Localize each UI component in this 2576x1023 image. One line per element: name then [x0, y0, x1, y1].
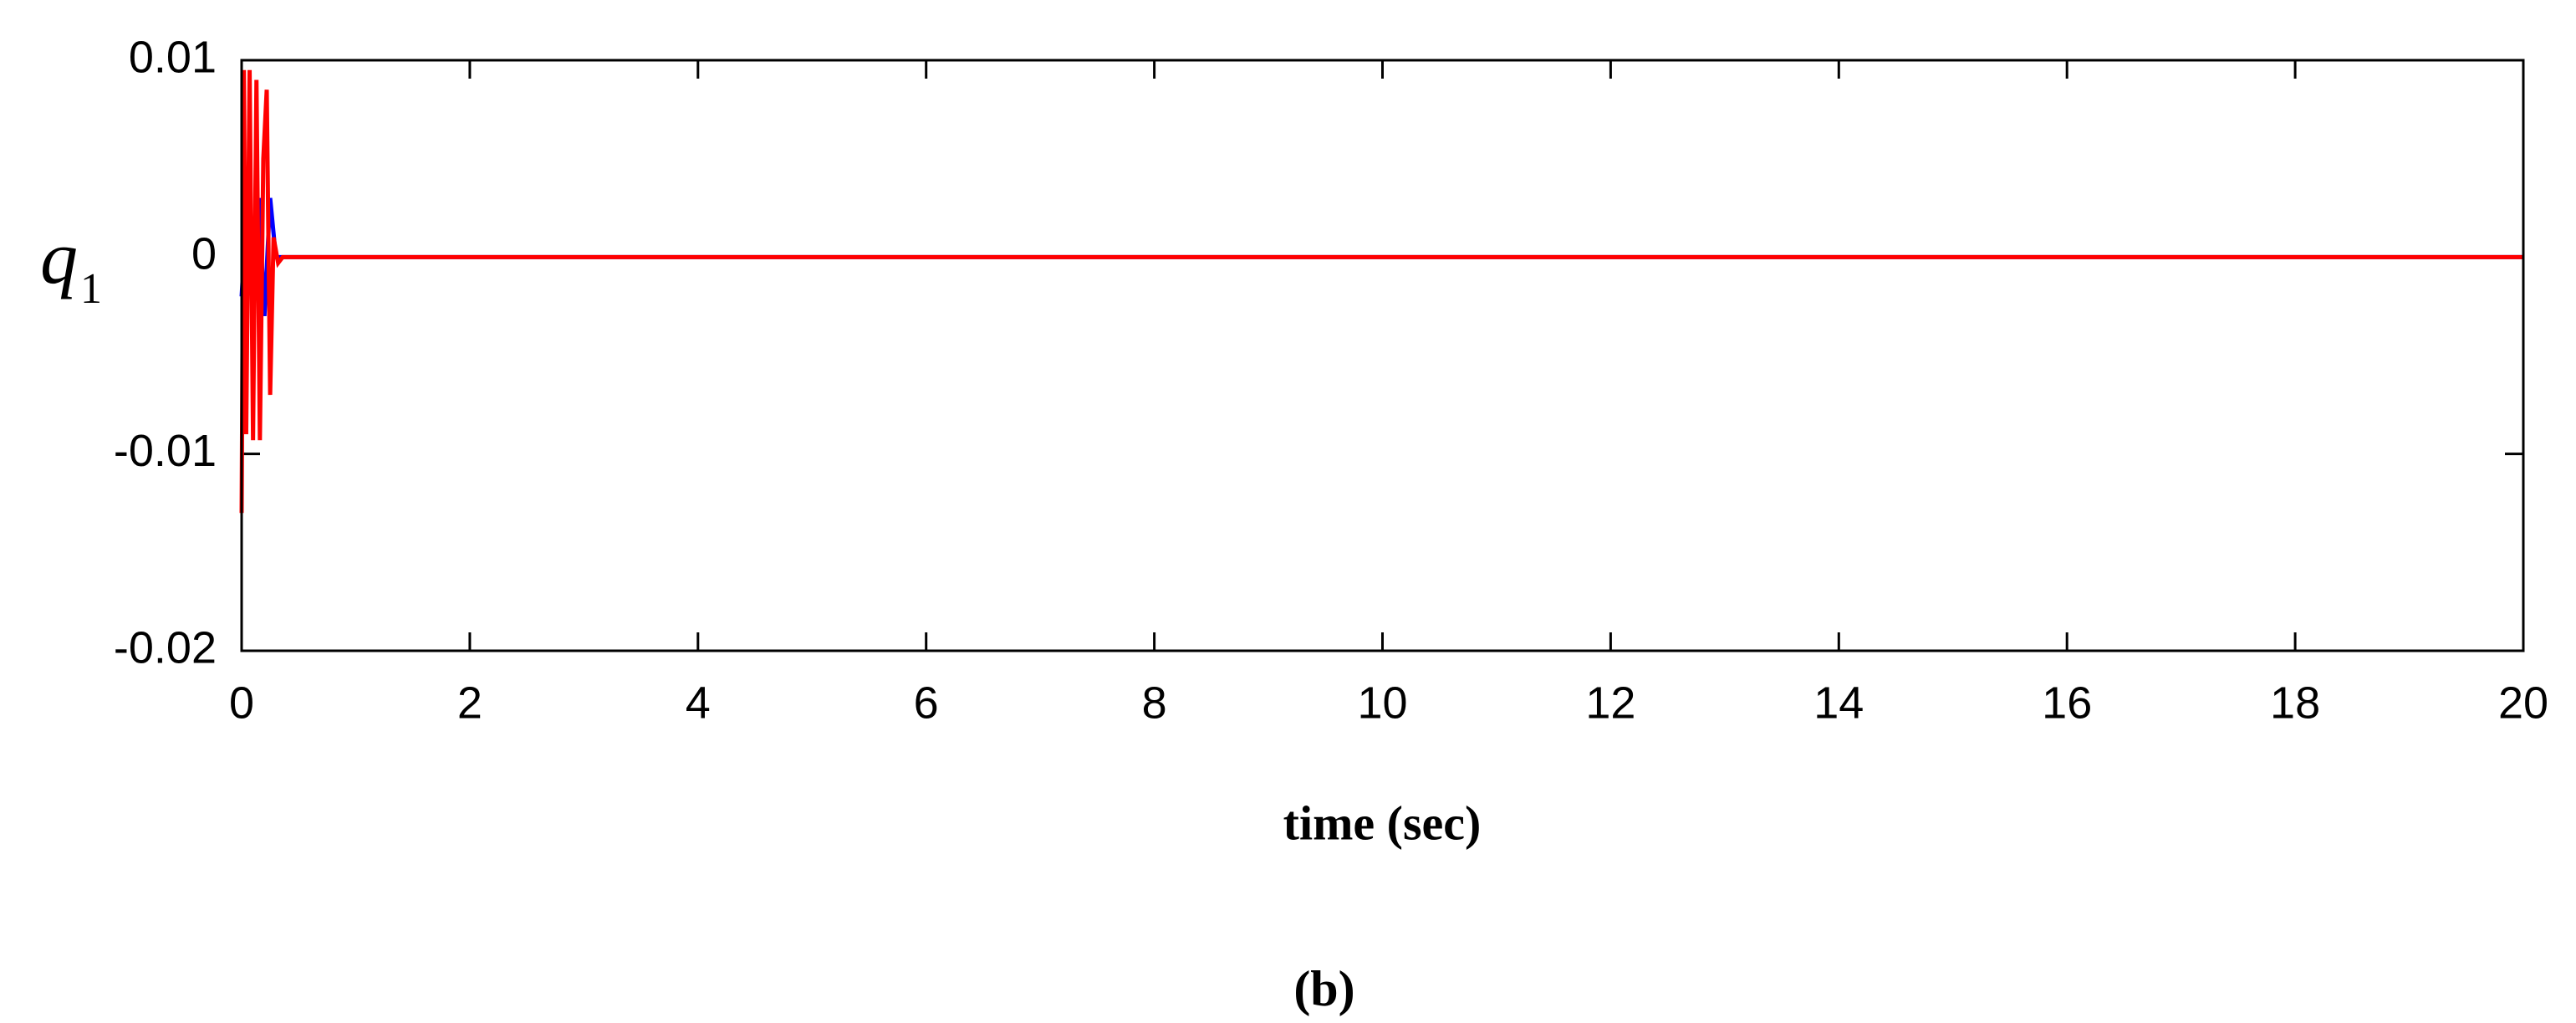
x-tick-label: 14	[1813, 678, 1864, 728]
data-line	[239, 69, 2523, 514]
caption: (b)	[1293, 961, 1354, 1016]
y-axis-label: q	[40, 217, 78, 300]
y-tick-label: 0	[191, 229, 217, 279]
x-tick-label: 0	[229, 678, 254, 728]
x-tick-label: 6	[914, 678, 939, 728]
x-tick-label: 16	[2042, 678, 2092, 728]
y-tick-label: -0.02	[114, 622, 217, 673]
x-axis-label: time (sec)	[1283, 795, 1482, 850]
y-tick-label: 0.01	[129, 32, 217, 82]
x-tick-label: 18	[2270, 678, 2320, 728]
x-tick-label: 20	[2498, 678, 2548, 728]
x-tick-label: 8	[1142, 678, 1167, 728]
x-tick-label: 12	[1585, 678, 1635, 728]
y-tick-label: -0.01	[114, 426, 217, 476]
x-tick-label: 4	[686, 678, 711, 728]
plot-frame	[240, 59, 2525, 652]
y-axis-label-subscript: 1	[80, 265, 102, 313]
x-tick-label: 10	[1357, 678, 1407, 728]
x-tick-label: 2	[457, 678, 482, 728]
